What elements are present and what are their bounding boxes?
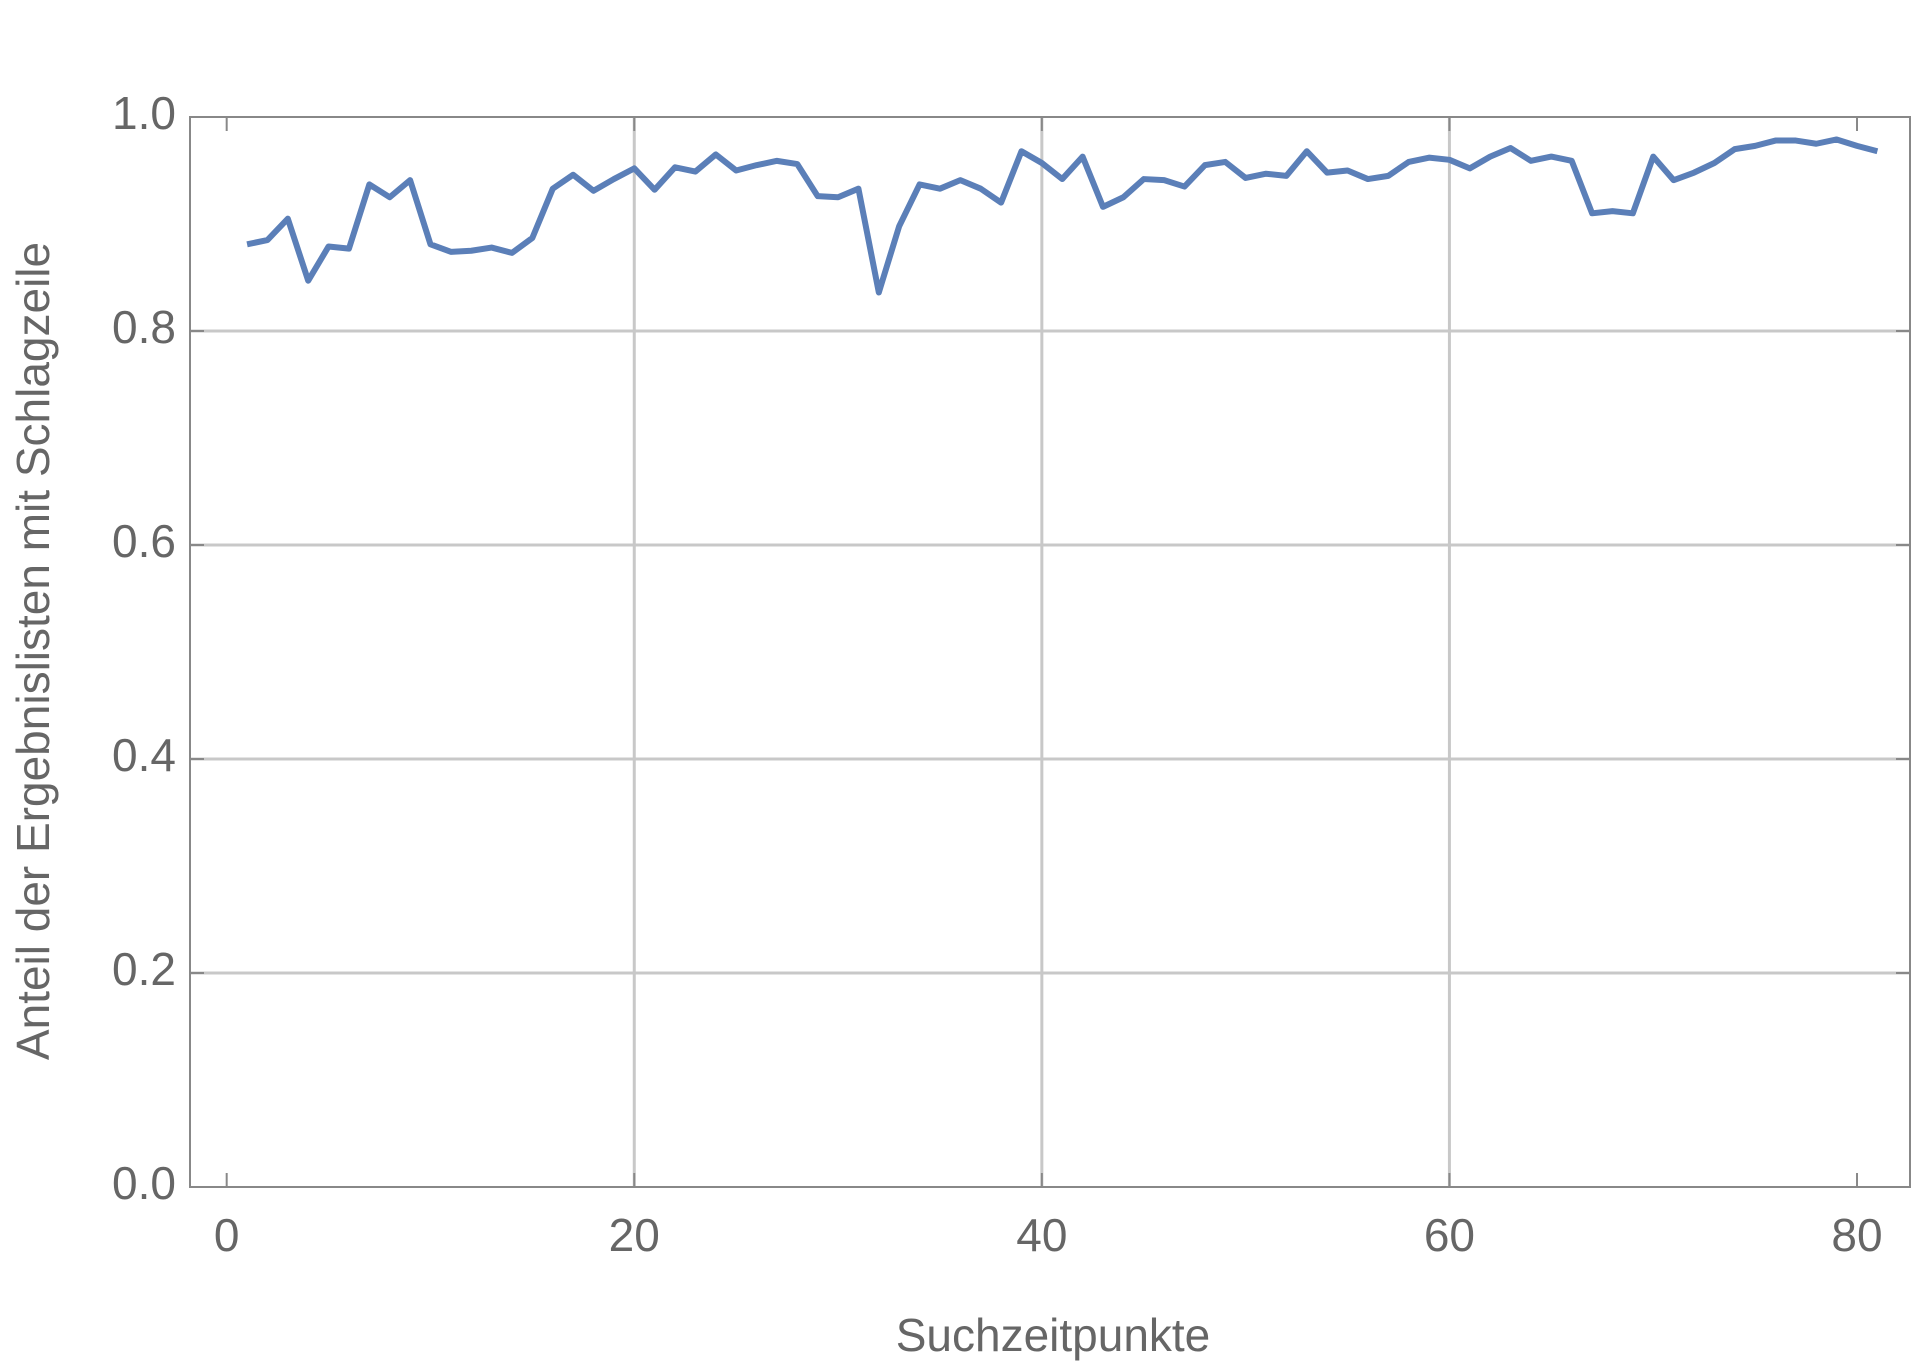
y-tick-label: 0.6 [112,515,176,567]
data-line [246,136,1879,296]
x-axis-label: Suchzeitpunkte [896,1309,1211,1361]
y-tick-label: 0.8 [112,301,176,353]
y-axis-label: Anteil der Ergebnislisten mit Schlagzeil… [7,242,59,1060]
x-tick-label: 40 [1016,1209,1067,1261]
x-tick-label: 0 [214,1209,240,1261]
y-tick-label: 0.4 [112,729,176,781]
y-tick-label: 1.0 [112,87,176,139]
x-tick-label: 20 [609,1209,660,1261]
x-tick-label: 60 [1424,1209,1475,1261]
plot-frame [189,116,1911,1188]
y-tick-label: 0.2 [112,943,176,995]
y-tick-label: 0.0 [112,1157,176,1209]
x-tick-label: 80 [1831,1209,1882,1261]
